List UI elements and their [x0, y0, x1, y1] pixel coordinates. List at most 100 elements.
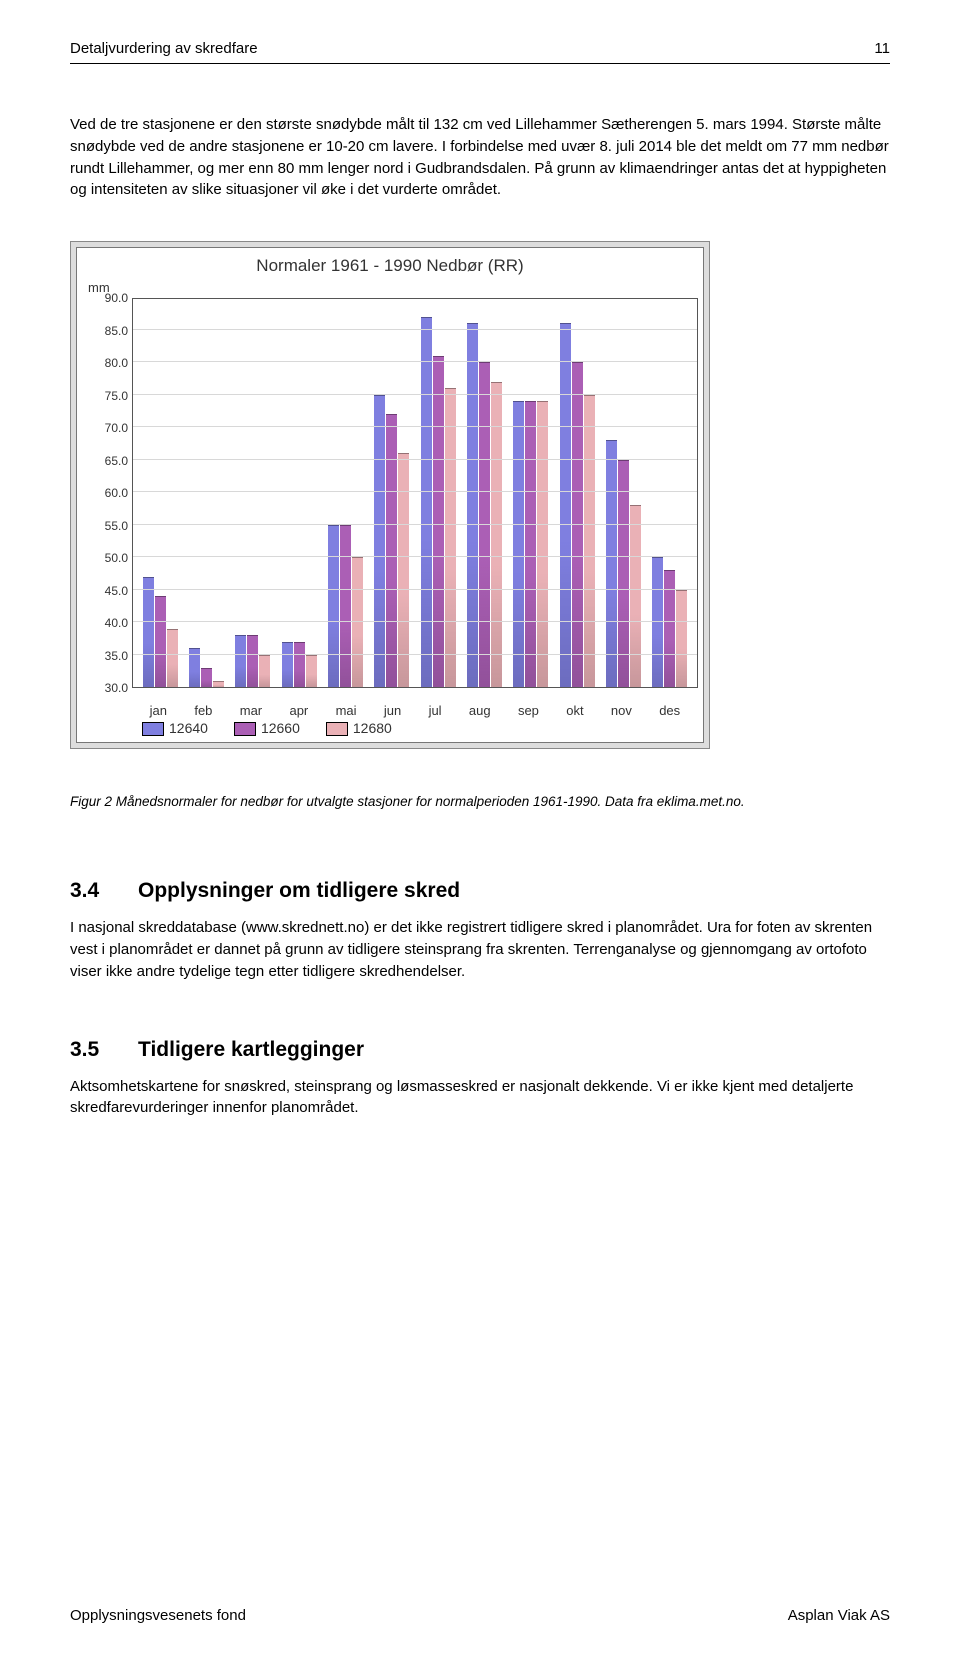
- month-group: [467, 323, 502, 687]
- y-tick-label: 85.0: [105, 324, 128, 338]
- bar: [630, 505, 641, 687]
- section-34-number: 3.4: [70, 879, 138, 903]
- legend-swatch: [142, 722, 164, 736]
- bar: [328, 525, 339, 688]
- grid-line: [133, 426, 697, 427]
- y-tick-label: 90.0: [105, 291, 128, 305]
- month-group: [560, 323, 595, 687]
- month-group: [421, 317, 456, 688]
- bar: [155, 596, 166, 687]
- y-tick-label: 80.0: [105, 356, 128, 370]
- month-group: [513, 401, 548, 687]
- chart-area: mm 30.035.040.045.050.055.060.065.070.07…: [82, 280, 698, 700]
- x-tick-label: mai: [336, 703, 357, 718]
- bar: [213, 681, 224, 688]
- y-tick-label: 40.0: [105, 616, 128, 630]
- section-35-body: Aktsomhetskartene for snøskred, steinspr…: [70, 1076, 890, 1120]
- grid-line: [133, 621, 697, 622]
- bar: [398, 453, 409, 687]
- page-number: 11: [874, 40, 890, 57]
- bar: [306, 655, 317, 688]
- month-group: [282, 642, 317, 688]
- page-header: Detaljvurdering av skredfare 11: [70, 40, 890, 64]
- bar: [606, 440, 617, 687]
- precipitation-chart: Normaler 1961 - 1990 Nedbør (RR) mm 30.0…: [70, 241, 710, 749]
- bar: [513, 401, 524, 687]
- y-tick-label: 75.0: [105, 389, 128, 403]
- bar: [340, 525, 351, 688]
- grid-line: [133, 491, 697, 492]
- y-tick-label: 55.0: [105, 519, 128, 533]
- grid-line: [133, 329, 697, 330]
- section-35-heading: 3.5Tidligere kartlegginger: [70, 1038, 890, 1062]
- grid-line: [133, 589, 697, 590]
- section-35-number: 3.5: [70, 1038, 138, 1062]
- chart-legend: 12640 12660 12680: [132, 718, 698, 740]
- chart-inner: Normaler 1961 - 1990 Nedbør (RR) mm 30.0…: [76, 247, 704, 743]
- legend-swatch: [326, 722, 348, 736]
- x-axis-labels: janfebmaraprmaijunjulaugsepoktnovdes: [132, 700, 698, 718]
- bar: [282, 642, 293, 688]
- section-35-title: Tidligere kartlegginger: [138, 1038, 364, 1061]
- y-tick-label: 30.0: [105, 681, 128, 695]
- bar: [467, 323, 478, 687]
- bar: [386, 414, 397, 687]
- month-group: [143, 577, 178, 688]
- bar: [491, 382, 502, 688]
- bar: [433, 356, 444, 688]
- grid-line: [133, 556, 697, 557]
- header-left: Detaljvurdering av skredfare: [70, 40, 258, 57]
- legend-label: 12640: [169, 720, 208, 736]
- x-tick-label: jun: [384, 703, 401, 718]
- legend-label: 12660: [261, 720, 300, 736]
- y-tick-label: 50.0: [105, 551, 128, 565]
- y-tick-label: 65.0: [105, 454, 128, 468]
- figure-caption: Figur 2 Månedsnormaler for nedbør for ut…: [70, 794, 890, 809]
- legend-item: 12640: [142, 720, 208, 736]
- bar: [374, 395, 385, 688]
- section-34-heading: 3.4Opplysninger om tidligere skred: [70, 879, 890, 903]
- footer-right: Asplan Viak AS: [788, 1607, 890, 1624]
- x-tick-label: mar: [240, 703, 262, 718]
- month-group: [606, 440, 641, 687]
- y-tick-label: 60.0: [105, 486, 128, 500]
- month-group: [328, 525, 363, 688]
- grid-line: [133, 394, 697, 395]
- grid-line: [133, 459, 697, 460]
- x-tick-label: aug: [469, 703, 491, 718]
- legend-label: 12680: [353, 720, 392, 736]
- bar: [652, 557, 663, 687]
- legend-swatch: [234, 722, 256, 736]
- page-footer: Opplysningsvesenets fond Asplan Viak AS: [70, 1607, 890, 1624]
- bar: [235, 635, 246, 687]
- bar: [560, 323, 571, 687]
- legend-item: 12660: [234, 720, 300, 736]
- x-tick-label: jul: [429, 703, 442, 718]
- plot-frame: [132, 298, 698, 688]
- x-tick-label: des: [659, 703, 680, 718]
- x-tick-label: apr: [289, 703, 308, 718]
- bar: [676, 590, 687, 688]
- x-tick-label: jan: [150, 703, 167, 718]
- month-group: [652, 557, 687, 687]
- month-group: [235, 635, 270, 687]
- intro-paragraph: Ved de tre stasjonene er den største snø…: [70, 114, 890, 201]
- bar: [352, 557, 363, 687]
- y-tick-label: 45.0: [105, 584, 128, 598]
- footer-left: Opplysningsvesenets fond: [70, 1607, 246, 1624]
- bar: [201, 668, 212, 688]
- x-tick-label: sep: [518, 703, 539, 718]
- bar: [479, 362, 490, 687]
- bar: [525, 401, 536, 687]
- bar: [445, 388, 456, 687]
- bar: [259, 655, 270, 688]
- x-tick-label: feb: [194, 703, 212, 718]
- bars-container: [133, 299, 697, 687]
- y-tick-label: 70.0: [105, 421, 128, 435]
- legend-item: 12680: [326, 720, 392, 736]
- section-34-body: I nasjonal skreddatabase (www.skrednett.…: [70, 917, 890, 982]
- x-tick-label: nov: [611, 703, 632, 718]
- month-group: [374, 395, 409, 688]
- bar: [421, 317, 432, 688]
- chart-title: Normaler 1961 - 1990 Nedbør (RR): [82, 256, 698, 276]
